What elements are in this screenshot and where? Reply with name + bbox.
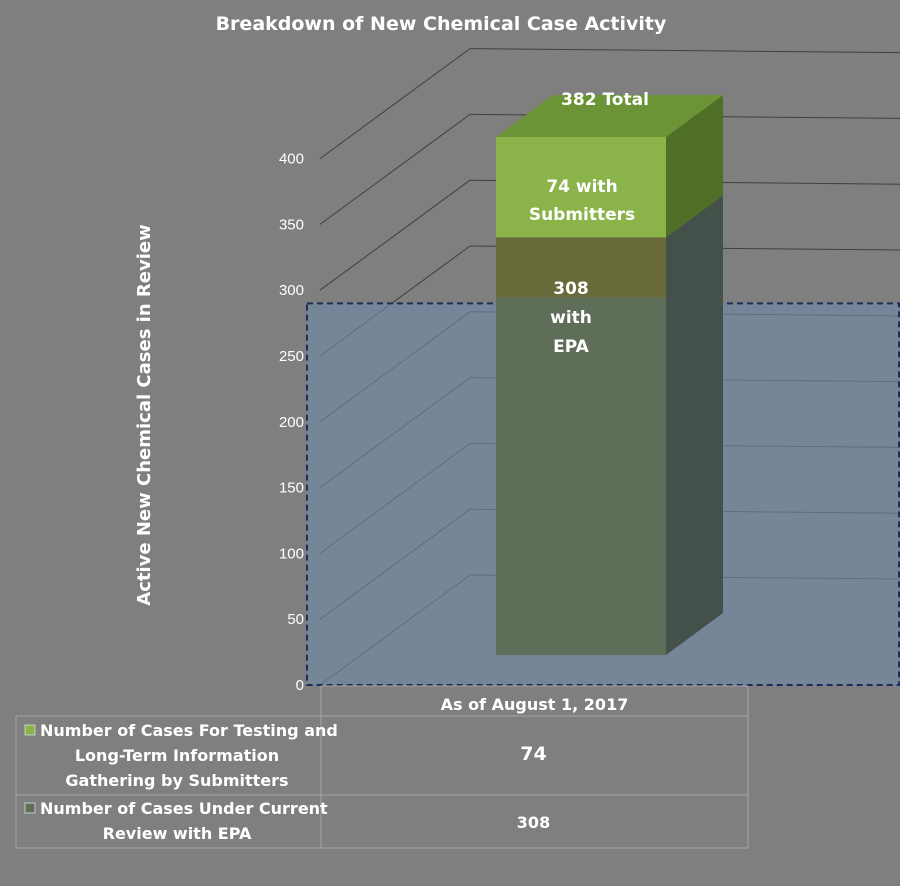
y-tick-label: 250	[279, 348, 304, 365]
total-label: 382 Total	[561, 90, 649, 110]
bar-segment-epa	[496, 195, 723, 655]
gridline-diagonal	[319, 113, 471, 225]
chart-title: Breakdown of New Chemical Case Activity	[216, 13, 667, 35]
bar-side-epa	[666, 195, 723, 655]
submitters-label: 74 with	[546, 177, 617, 197]
gridline-diagonal	[319, 179, 471, 291]
y-tick-label: 150	[279, 480, 304, 497]
y-tick-label: 400	[279, 151, 304, 168]
epa-label: with	[550, 308, 592, 328]
table-row: Number of Cases Under Current Review with…	[24, 799, 550, 843]
gridline-diagonal	[319, 48, 471, 160]
bar-side-submitters	[666, 95, 723, 238]
table-row-label: Gathering by Submitters	[65, 771, 288, 790]
bar-top-submitters	[496, 95, 723, 137]
table-row-value: 308	[517, 813, 550, 832]
bar-segment-submitters	[496, 95, 723, 238]
y-tick-label: 50	[287, 611, 304, 628]
table-row-label: Long-Term Information	[75, 746, 279, 765]
table-row-label: Review with EPA	[103, 824, 252, 843]
gridline-400	[319, 48, 900, 160]
bar-front-submitters	[496, 137, 666, 238]
table-layer: As of August 1, 2017 Number of Cases For …	[15, 685, 749, 849]
y-tick-label: 300	[279, 282, 304, 299]
bar-shade-epa	[496, 237, 666, 298]
table-row-label: Number of Cases Under Current	[40, 799, 328, 818]
x-category-label: As of August 1, 2017	[441, 695, 629, 714]
table-row-label: Number of Cases For Testing and	[40, 721, 338, 740]
table-row-value: 74	[520, 743, 546, 765]
y-axis-label: Active New Chemical Cases in Review	[134, 224, 155, 605]
y-tick-label: 350	[279, 216, 304, 233]
y-tick-label: 0	[296, 677, 304, 694]
bar-front-epa	[496, 237, 666, 655]
y-tick-label: 200	[279, 414, 304, 431]
label-layer: 0 50 100 150 200 250 300 350 400 382 Total 74 with…	[279, 90, 649, 694]
epa-label: 308	[553, 279, 589, 299]
legend-swatch	[24, 802, 36, 814]
submitters-label: Submitters	[529, 205, 635, 225]
gridline-back	[469, 48, 900, 54]
y-tick-label: 100	[279, 545, 304, 562]
legend-swatch	[24, 724, 36, 736]
bar-layer	[496, 95, 723, 655]
table-row: Number of Cases For Testing and Long-Term…	[24, 721, 547, 790]
epa-label: EPA	[553, 337, 590, 357]
